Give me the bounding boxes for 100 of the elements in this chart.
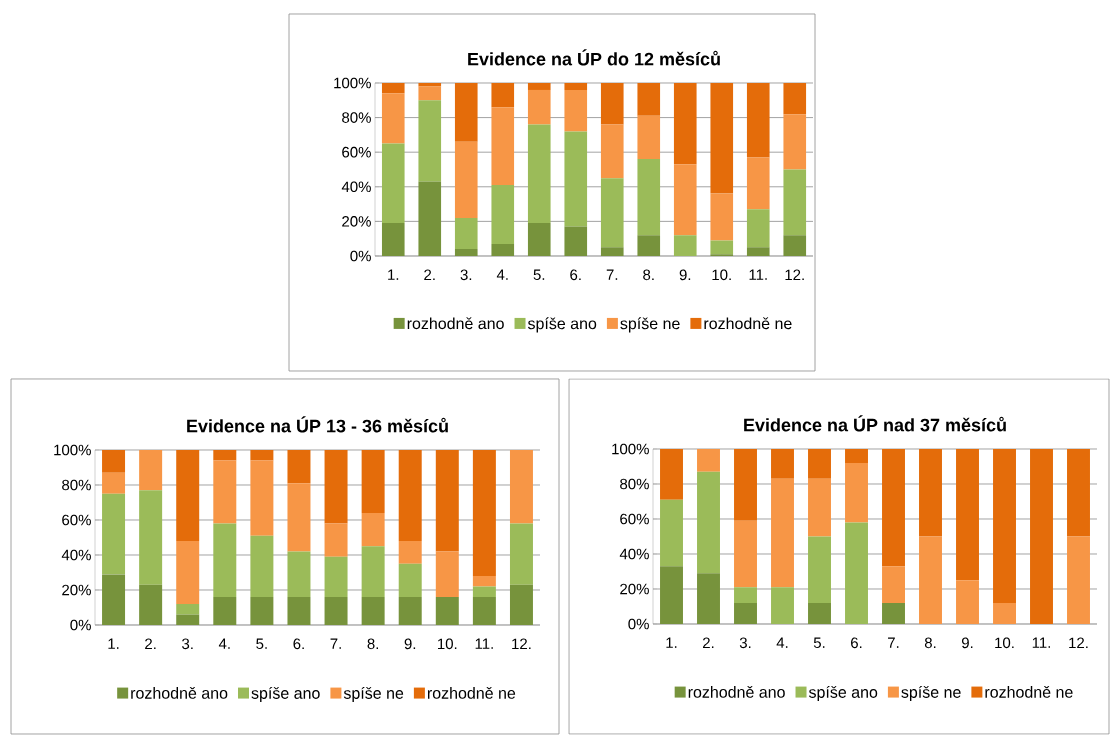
- bar: [734, 587, 757, 603]
- bar: [287, 596, 311, 625]
- bar: [287, 551, 311, 597]
- x-tick-label: 9.: [679, 269, 691, 281]
- y-tick-label: 80%: [342, 112, 371, 123]
- bar: [139, 490, 163, 585]
- y-tick-label: 0%: [70, 619, 91, 631]
- bar: [491, 185, 515, 244]
- bar: [697, 471, 720, 574]
- bar: [845, 522, 868, 624]
- chart-title: Evidence na ÚP do 12 měsíců: [468, 49, 720, 66]
- y-tick-label: 20%: [342, 216, 371, 227]
- legend-label: rozhodně ano: [407, 317, 504, 330]
- bar: [491, 107, 515, 186]
- legend-label: rozhodně ne: [704, 317, 792, 330]
- bar: [808, 448, 831, 479]
- bar: [673, 164, 697, 236]
- y-tick-label: 60%: [620, 513, 649, 525]
- bar: [710, 240, 734, 255]
- y-tick-label: 60%: [342, 146, 371, 158]
- y-tick-label: 0%: [350, 250, 371, 262]
- legend-label: rozhodně ano: [688, 686, 785, 698]
- bar: [637, 159, 661, 236]
- bar: [527, 223, 551, 256]
- bar: [1067, 536, 1090, 624]
- bar: [956, 448, 979, 581]
- y-tick-label: 100%: [334, 77, 371, 89]
- x-tick-label: 3.: [460, 269, 472, 281]
- bar: [734, 448, 757, 521]
- bar: [564, 131, 588, 227]
- x-tick-label: 2.: [703, 637, 714, 648]
- legend-label: rozhodně ne: [985, 686, 1073, 698]
- bar: [600, 82, 624, 125]
- bar: [845, 462, 868, 523]
- bar: [418, 181, 442, 256]
- bar: [398, 540, 422, 564]
- y-tick-label: 60%: [62, 514, 91, 526]
- x-tick-label: 9.: [961, 637, 973, 649]
- bar: [710, 193, 734, 241]
- bar: [213, 449, 237, 461]
- bar: [324, 449, 348, 524]
- x-tick-label: 5.: [533, 269, 545, 280]
- legend-label: spíše ne: [343, 686, 404, 703]
- bar: [527, 124, 551, 224]
- y-tick-label: 40%: [619, 548, 649, 560]
- x-tick-label: 10.: [995, 637, 1014, 649]
- bar: [637, 235, 661, 256]
- x-tick-label: 2.: [424, 269, 435, 280]
- bar: [454, 82, 478, 142]
- x-tick-label: 8.: [924, 637, 936, 649]
- bar: [398, 563, 422, 597]
- bar: [808, 536, 831, 603]
- x-tick-label: 3.: [182, 638, 193, 650]
- y-tick-label: 100%: [612, 443, 649, 455]
- bar: [660, 499, 683, 567]
- x-tick-label: 8.: [367, 638, 379, 650]
- bar: [361, 546, 385, 597]
- x-tick-label: 7.: [888, 637, 899, 648]
- bar: [176, 449, 200, 541]
- bar: [139, 449, 163, 491]
- legend-label: spíše ano: [808, 685, 878, 702]
- x-tick-label: 11.: [475, 638, 493, 649]
- x-tick-label: 4.: [218, 638, 230, 649]
- bar: [213, 460, 237, 524]
- x-tick-label: 8.: [643, 269, 654, 281]
- bar: [324, 523, 348, 557]
- x-tick-label: 7.: [330, 638, 341, 649]
- bar: [381, 223, 405, 256]
- bar: [250, 460, 274, 536]
- x-tick-label: 11.: [1032, 637, 1050, 648]
- bar: [746, 82, 770, 158]
- bar: [771, 478, 794, 588]
- y-tick-label: 100%: [54, 444, 91, 456]
- legend-label: spíše ano: [251, 686, 320, 703]
- x-tick-label: 6.: [570, 269, 581, 281]
- x-tick-label: 11.: [749, 269, 767, 280]
- y-tick-label: 20%: [62, 584, 91, 596]
- bar: [454, 141, 478, 218]
- bar: [250, 535, 274, 597]
- bar: [746, 247, 770, 256]
- bar: [509, 584, 533, 625]
- bar: [213, 523, 237, 597]
- y-tick-label: 80%: [620, 478, 649, 490]
- bar: [418, 86, 442, 101]
- bar: [472, 449, 496, 576]
- legend-label: rozhodně ne: [427, 687, 516, 699]
- bar: [564, 226, 588, 256]
- bar: [527, 82, 551, 90]
- bar: [381, 143, 405, 224]
- bar: [287, 449, 311, 484]
- bar: [845, 448, 868, 463]
- x-tick-label: 1.: [108, 638, 119, 649]
- bar: [660, 448, 683, 500]
- x-tick-label: 4.: [776, 637, 788, 648]
- x-tick-label: 3.: [739, 637, 751, 649]
- bar: [808, 478, 831, 537]
- legend-label: spíše ne: [901, 685, 961, 702]
- bar: [564, 82, 588, 90]
- x-tick-label: 4.: [496, 269, 508, 280]
- bar: [1030, 448, 1053, 624]
